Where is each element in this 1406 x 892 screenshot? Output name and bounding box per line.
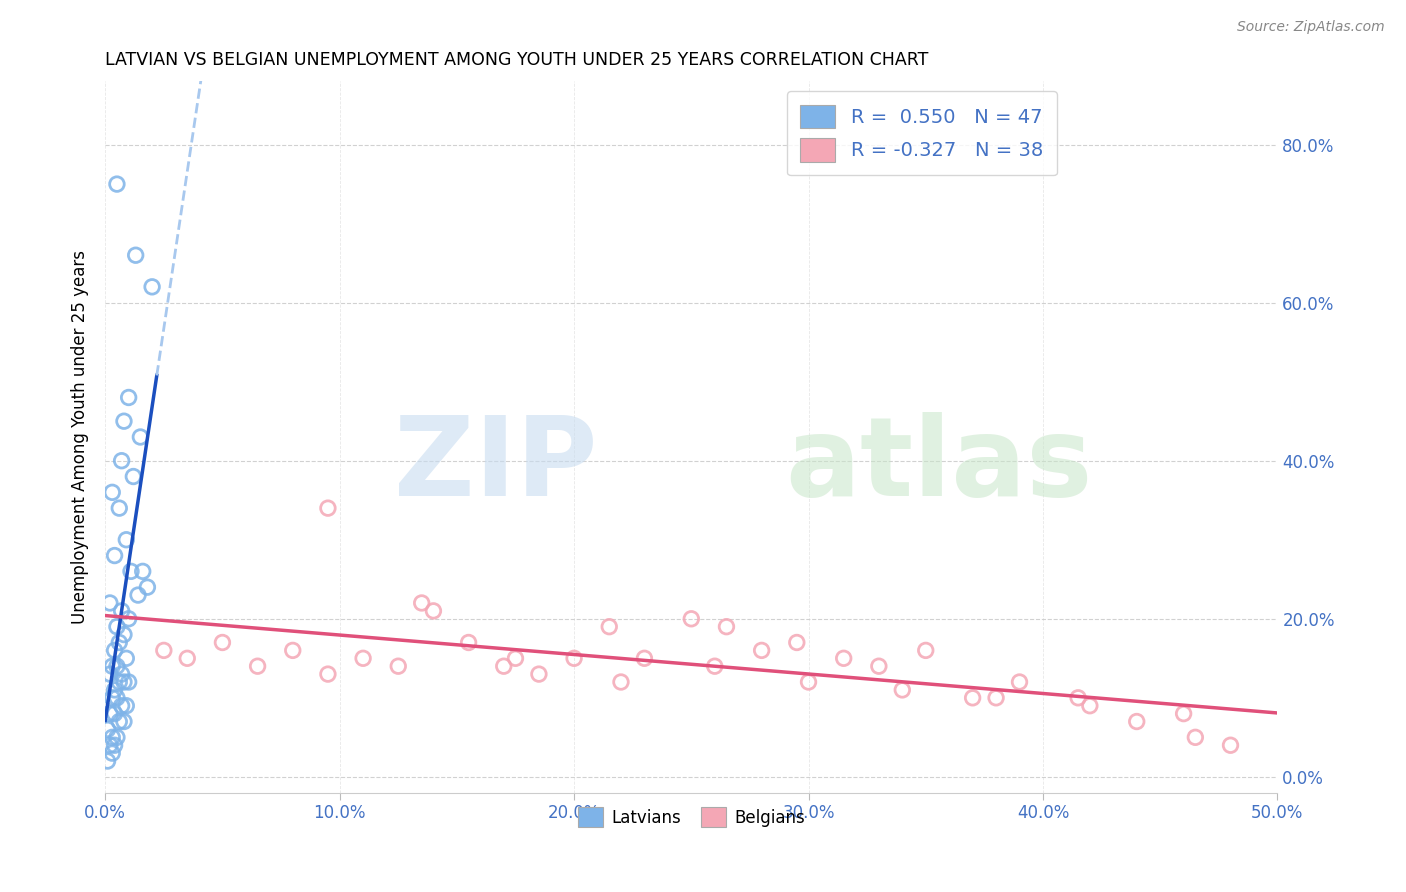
Point: [1173, 706, 1195, 721]
Point: [153, 643, 176, 657]
Point: [505, 651, 527, 665]
Point: [115, 651, 138, 665]
Point: [786, 635, 808, 649]
Point: [112, 714, 135, 729]
Point: [108, 635, 131, 649]
Point: [111, 698, 134, 713]
Point: [98, 667, 121, 681]
Point: [962, 690, 984, 705]
Point: [105, 659, 128, 673]
Text: LATVIAN VS BELGIAN UNEMPLOYMENT AMONG YOUTH UNDER 25 YEARS CORRELATION CHART: LATVIAN VS BELGIAN UNEMPLOYMENT AMONG YO…: [105, 51, 928, 69]
Point: [141, 280, 163, 294]
Point: [891, 682, 914, 697]
Point: [281, 643, 304, 657]
Point: [101, 746, 124, 760]
Point: [610, 675, 633, 690]
Point: [1078, 698, 1101, 713]
Point: [112, 414, 135, 428]
Point: [633, 651, 655, 665]
Point: [1008, 675, 1031, 690]
Point: [387, 659, 409, 673]
Point: [122, 469, 145, 483]
Point: [316, 667, 339, 681]
Point: [1219, 738, 1241, 752]
Point: [176, 651, 198, 665]
Y-axis label: Unemployment Among Youth under 25 years: Unemployment Among Youth under 25 years: [72, 250, 89, 624]
Point: [1067, 690, 1090, 705]
Point: [125, 248, 148, 262]
Point: [1125, 714, 1147, 729]
Point: [112, 627, 135, 641]
Point: [797, 675, 820, 690]
Point: [984, 690, 1007, 705]
Point: [411, 596, 433, 610]
Point: [352, 651, 374, 665]
Text: Source: ZipAtlas.com: Source: ZipAtlas.com: [1237, 20, 1385, 34]
Point: [457, 635, 479, 649]
Point: [136, 580, 159, 594]
Point: [105, 620, 128, 634]
Point: [111, 604, 134, 618]
Point: [101, 485, 124, 500]
Text: atlas: atlas: [785, 412, 1092, 519]
Point: [112, 675, 135, 690]
Point: [118, 675, 141, 690]
Point: [598, 620, 620, 634]
Point: [111, 667, 134, 681]
Point: [129, 430, 152, 444]
Point: [105, 690, 128, 705]
Point: [104, 643, 127, 657]
Point: [716, 620, 738, 634]
Text: ZIP: ZIP: [394, 412, 598, 519]
Point: [127, 588, 149, 602]
Point: [115, 698, 138, 713]
Point: [111, 453, 134, 467]
Point: [751, 643, 773, 657]
Point: [1184, 731, 1206, 745]
Point: [98, 596, 121, 610]
Point: [108, 675, 131, 690]
Point: [703, 659, 725, 673]
Point: [832, 651, 855, 665]
Point: [562, 651, 585, 665]
Point: [101, 659, 124, 673]
Point: [211, 635, 233, 649]
Point: [96, 754, 118, 768]
Point: [132, 565, 155, 579]
Point: [118, 391, 141, 405]
Point: [101, 731, 124, 745]
Point: [422, 604, 444, 618]
Point: [492, 659, 515, 673]
Point: [108, 714, 131, 729]
Legend: Latvians, Belgians: Latvians, Belgians: [571, 800, 811, 834]
Point: [527, 667, 550, 681]
Point: [101, 690, 124, 705]
Point: [246, 659, 269, 673]
Point: [868, 659, 890, 673]
Point: [105, 177, 128, 191]
Point: [120, 565, 142, 579]
Point: [118, 612, 141, 626]
Point: [914, 643, 936, 657]
Point: [681, 612, 703, 626]
Point: [98, 738, 121, 752]
Point: [104, 682, 127, 697]
Point: [105, 731, 128, 745]
Point: [115, 533, 138, 547]
Point: [96, 723, 118, 737]
Point: [108, 501, 131, 516]
Point: [104, 738, 127, 752]
Point: [98, 706, 121, 721]
Point: [104, 549, 127, 563]
Point: [104, 706, 127, 721]
Point: [316, 501, 339, 516]
